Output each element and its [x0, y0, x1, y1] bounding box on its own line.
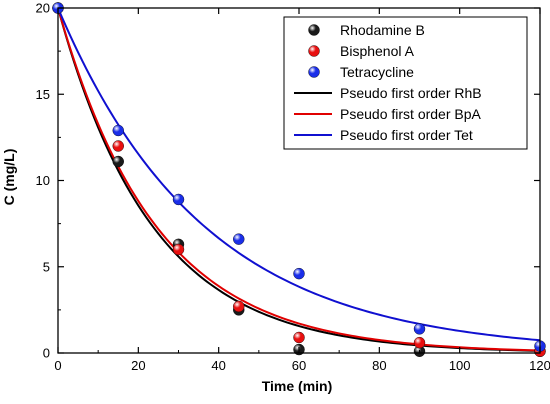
legend-marker-0 [308, 24, 320, 36]
legend-label-3: Pseudo first order RhB [340, 85, 482, 101]
y-tick-label: 20 [36, 1, 50, 16]
data-point-s2-4 [293, 267, 305, 280]
x-tick-label: 120 [529, 358, 550, 373]
data-point-s1-1 [112, 140, 124, 152]
x-tick-label: 80 [372, 358, 386, 373]
data-point-s1-3 [233, 300, 245, 313]
data-point-s2-3 [233, 233, 245, 245]
y-axis-label: C (mg/L) [1, 149, 17, 206]
data-point-s2-5 [413, 323, 426, 335]
legend-marker-2 [308, 66, 320, 78]
y-tick-label: 0 [43, 346, 50, 361]
x-tick-label: 100 [449, 358, 471, 373]
legend-label-4: Pseudo first order BpA [340, 106, 482, 122]
series-line-5 [57, 7, 541, 342]
data-point-s0-1 [112, 155, 124, 168]
data-point-s2-1 [112, 124, 124, 137]
legend-label-0: Rhodamine B [340, 22, 425, 38]
data-point-s1-2 [172, 243, 185, 256]
x-tick-label: 40 [211, 358, 225, 373]
data-point-s1-4 [293, 331, 305, 344]
data-point-s1-5 [413, 336, 426, 349]
legend: Rhodamine B Bisphenol A Tetracycline Pseudo… [283, 16, 528, 150]
legend-marker-1 [308, 45, 320, 57]
y-tick-label: 5 [43, 259, 50, 274]
x-tick-label: 0 [54, 358, 61, 373]
axes: 0 20 40 60 80 100 120 0 5 10 15 20 [36, 1, 550, 374]
x-tick-label: 60 [292, 358, 306, 373]
legend-label-5: Pseudo first order Tet [340, 127, 473, 143]
x-axis-label: Time (min) [262, 378, 333, 394]
y-tick-label: 15 [36, 87, 50, 102]
y-tick-label: 10 [36, 173, 50, 188]
x-tick-label: 20 [131, 358, 145, 373]
legend-label-1: Bisphenol A [340, 43, 415, 59]
legend-label-2: Tetracycline [340, 64, 414, 80]
data-point-s2-2 [172, 193, 185, 206]
legend-box [283, 16, 528, 150]
